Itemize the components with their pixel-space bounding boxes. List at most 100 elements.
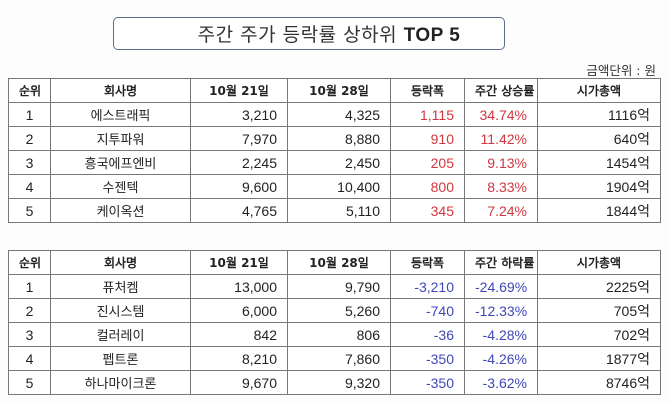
change-cell: -740 bbox=[390, 298, 465, 323]
rank-cell: 3 bbox=[8, 322, 51, 347]
rank-cell: 1 bbox=[8, 102, 51, 127]
rate-cell: 9.13% bbox=[464, 150, 538, 175]
header-change: 등락폭 bbox=[390, 250, 465, 275]
table-row: 2 지투파워 7,970 8,880 910 11.42% 640억 bbox=[8, 126, 661, 151]
oct28-cell: 5,260 bbox=[287, 298, 391, 323]
change-cell: 1,115 bbox=[390, 102, 465, 127]
change-cell: -350 bbox=[390, 370, 465, 395]
oct28-cell: 2,450 bbox=[287, 150, 391, 175]
table-row: 3 흥국에프엔비 2,245 2,450 205 9.13% 1454억 bbox=[8, 150, 661, 175]
gainers-table: 순위 회사명 10월 21일 10월 28일 등락폭 주간 상승률 시가총액 1… bbox=[8, 78, 661, 223]
oct28-cell: 5,110 bbox=[287, 198, 391, 223]
company-cell: 하나마이크론 bbox=[50, 370, 191, 395]
oct21-cell: 8,210 bbox=[190, 346, 288, 371]
oct21-cell: 9,600 bbox=[190, 174, 288, 199]
company-cell: 에스트래픽 bbox=[50, 102, 191, 127]
oct21-cell: 3,210 bbox=[190, 102, 288, 127]
page-title: 주간 주가 등락률 상하위 TOP 5 bbox=[197, 24, 461, 46]
oct28-cell: 9,790 bbox=[287, 274, 391, 299]
table-row: 1 에스트래픽 3,210 4,325 1,115 34.74% 1116억 bbox=[8, 102, 661, 127]
table-row: 4 수젠텍 9,600 10,400 800 8.33% 1904억 bbox=[8, 174, 661, 199]
table-row: 1 퓨처켐 13,000 9,790 -3,210 -24.69% 2225억 bbox=[8, 274, 661, 299]
table-header-row: 순위 회사명 10월 21일 10월 28일 등락폭 주간 상승률 시가총액 bbox=[8, 78, 661, 103]
oct21-cell: 9,670 bbox=[190, 370, 288, 395]
header-oct21: 10월 21일 bbox=[190, 250, 288, 275]
header-company: 회사명 bbox=[50, 250, 191, 275]
market-cap-cell: 640억 bbox=[537, 126, 661, 151]
header-oct21: 10월 21일 bbox=[190, 78, 288, 103]
company-cell: 흥국에프엔비 bbox=[50, 150, 191, 175]
title-emphasis: TOP 5 bbox=[403, 25, 461, 46]
oct21-cell: 6,000 bbox=[190, 298, 288, 323]
rate-cell: -3.62% bbox=[464, 370, 538, 395]
header-change: 등락폭 bbox=[390, 78, 465, 103]
market-cap-cell: 2225억 bbox=[537, 274, 661, 299]
unit-label: 금액단위 : 원 bbox=[586, 63, 656, 78]
header-market-cap: 시가총액 bbox=[537, 78, 661, 103]
table-row: 2 진시스템 6,000 5,260 -740 -12.33% 705억 bbox=[8, 298, 661, 323]
header-oct28: 10월 28일 bbox=[287, 78, 391, 103]
rate-cell: -4.26% bbox=[464, 346, 538, 371]
rate-cell: 7.24% bbox=[464, 198, 538, 223]
oct21-cell: 2,245 bbox=[190, 150, 288, 175]
table-row: 3 컬러레이 842 806 -36 -4.28% 702억 bbox=[8, 322, 661, 347]
market-cap-cell: 1904억 bbox=[537, 174, 661, 199]
company-cell: 컬러레이 bbox=[50, 322, 191, 347]
rank-cell: 2 bbox=[8, 126, 51, 151]
rank-cell: 5 bbox=[8, 198, 51, 223]
header-rate: 주간 상승률 bbox=[464, 78, 538, 103]
oct28-cell: 4,325 bbox=[287, 102, 391, 127]
table-row: 5 하나마이크론 9,670 9,320 -350 -3.62% 8746억 bbox=[8, 370, 661, 395]
rank-cell: 4 bbox=[8, 174, 51, 199]
rate-cell: 11.42% bbox=[464, 126, 538, 151]
company-cell: 수젠텍 bbox=[50, 174, 191, 199]
change-cell: 910 bbox=[390, 126, 465, 151]
oct21-cell: 842 bbox=[190, 322, 288, 347]
change-cell: -3,210 bbox=[390, 274, 465, 299]
company-cell: 케이옥션 bbox=[50, 198, 191, 223]
rate-cell: 34.74% bbox=[464, 102, 538, 127]
oct21-cell: 7,970 bbox=[190, 126, 288, 151]
change-cell: 345 bbox=[390, 198, 465, 223]
rank-cell: 3 bbox=[8, 150, 51, 175]
header-company: 회사명 bbox=[50, 78, 191, 103]
oct28-cell: 806 bbox=[287, 322, 391, 347]
oct21-cell: 4,765 bbox=[190, 198, 288, 223]
change-cell: 205 bbox=[390, 150, 465, 175]
company-cell: 펩트론 bbox=[50, 346, 191, 371]
oct28-cell: 9,320 bbox=[287, 370, 391, 395]
market-cap-cell: 1116억 bbox=[537, 102, 661, 127]
market-cap-cell: 705억 bbox=[537, 298, 661, 323]
change-cell: -36 bbox=[390, 322, 465, 347]
oct28-cell: 7,860 bbox=[287, 346, 391, 371]
table-header-row: 순위 회사명 10월 21일 10월 28일 등락폭 주간 하락률 시가총액 bbox=[8, 250, 661, 275]
header-rate: 주간 하락률 bbox=[464, 250, 538, 275]
market-cap-cell: 1877억 bbox=[537, 346, 661, 371]
market-cap-cell: 1844억 bbox=[537, 198, 661, 223]
rank-cell: 5 bbox=[8, 370, 51, 395]
table-row: 4 펩트론 8,210 7,860 -350 -4.26% 1877억 bbox=[8, 346, 661, 371]
market-cap-cell: 8746억 bbox=[537, 370, 661, 395]
rate-cell: -4.28% bbox=[464, 322, 538, 347]
company-cell: 지투파워 bbox=[50, 126, 191, 151]
oct21-cell: 13,000 bbox=[190, 274, 288, 299]
company-cell: 퓨처켐 bbox=[50, 274, 191, 299]
rate-cell: 8.33% bbox=[464, 174, 538, 199]
oct28-cell: 10,400 bbox=[287, 174, 391, 199]
table-row: 5 케이옥션 4,765 5,110 345 7.24% 1844억 bbox=[8, 198, 661, 223]
market-cap-cell: 702억 bbox=[537, 322, 661, 347]
change-cell: -350 bbox=[390, 346, 465, 371]
header-rank: 순위 bbox=[8, 78, 51, 103]
losers-table: 순위 회사명 10월 21일 10월 28일 등락폭 주간 하락률 시가총액 1… bbox=[8, 250, 661, 395]
change-cell: 800 bbox=[390, 174, 465, 199]
header-oct28: 10월 28일 bbox=[287, 250, 391, 275]
rank-cell: 1 bbox=[8, 274, 51, 299]
rate-cell: -12.33% bbox=[464, 298, 538, 323]
rate-cell: -24.69% bbox=[464, 274, 538, 299]
oct28-cell: 8,880 bbox=[287, 126, 391, 151]
company-cell: 진시스템 bbox=[50, 298, 191, 323]
rank-cell: 2 bbox=[8, 298, 51, 323]
rank-cell: 4 bbox=[8, 346, 51, 371]
title-box: 주간 주가 등락률 상하위 TOP 5 bbox=[113, 17, 505, 50]
header-rank: 순위 bbox=[8, 250, 51, 275]
